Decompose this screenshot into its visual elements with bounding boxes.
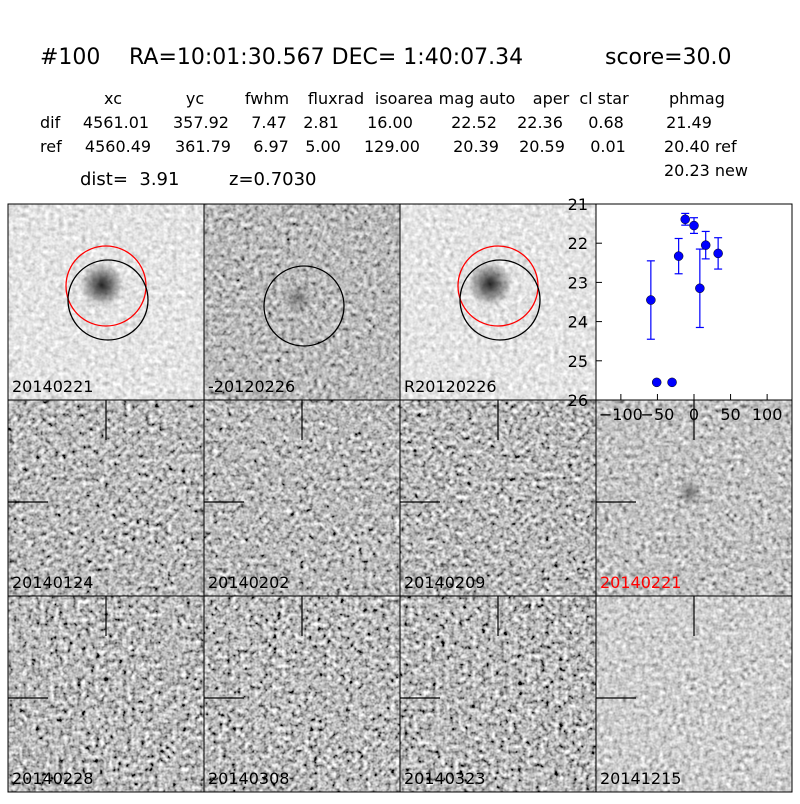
- data-point: [689, 220, 699, 231]
- stamp-frame: [595, 595, 793, 793]
- stamp-label: R20120226: [404, 377, 497, 396]
- x-tick-label: −50: [641, 405, 675, 424]
- table-cell: 22.52: [451, 113, 497, 132]
- stamp-label: 20141215: [600, 769, 681, 788]
- data-point: [700, 240, 711, 250]
- aperture-circle: [263, 265, 345, 347]
- table-cell: 20.59: [519, 137, 565, 156]
- table-cell: 21.49: [666, 113, 712, 132]
- stamp-label: 20140323: [404, 769, 485, 788]
- source-blob: [79, 262, 125, 308]
- stamp-label: 20140221: [600, 573, 681, 592]
- redshift: z=0.7030: [229, 169, 317, 190]
- stamp-label: 20140228: [12, 769, 93, 788]
- score: score=30.0: [605, 45, 732, 70]
- table-cell: 0.01: [590, 137, 626, 156]
- table-cell: 4560.49: [85, 137, 151, 156]
- aperture-circle: [67, 259, 149, 341]
- data-point: [680, 214, 690, 225]
- plot-frame: [595, 203, 793, 401]
- y-tick-label: 21: [568, 195, 588, 214]
- table-cell: 7.47: [251, 113, 287, 132]
- column-header: xc: [104, 89, 122, 108]
- candidate-id: #100: [40, 45, 100, 70]
- table-cell: 6.97: [253, 137, 289, 156]
- y-tick-label: 24: [568, 313, 588, 332]
- column-header: cl star: [579, 89, 629, 108]
- table-cell: 16.00: [367, 113, 413, 132]
- stamp-label: 20140124: [12, 573, 93, 592]
- data-point: [713, 248, 723, 259]
- table-cell: 0.68: [588, 113, 624, 132]
- column-header: fwhm: [245, 89, 289, 108]
- source-blob: [282, 282, 314, 314]
- data-point: [673, 251, 684, 261]
- column-header: yc: [186, 89, 204, 108]
- column-header: isoarea: [375, 89, 433, 108]
- data-point: [646, 295, 656, 305]
- table-cell: 22.36: [517, 113, 563, 132]
- column-header: mag auto: [439, 89, 516, 108]
- y-tick-label: 23: [568, 273, 588, 292]
- x-tick-label: 100: [752, 405, 783, 424]
- plot-background: [596, 204, 792, 400]
- stamp-label: 20140308: [208, 769, 289, 788]
- table-cell: 4561.01: [83, 113, 149, 132]
- x-tick-label: 0: [689, 405, 699, 424]
- x-tick-label: 50: [720, 405, 740, 424]
- column-header: phmag: [669, 89, 725, 108]
- data-point: [651, 377, 662, 388]
- column-header: fluxrad: [308, 89, 364, 108]
- y-tick-label: 25: [568, 352, 588, 371]
- stamp-label: -20120226: [208, 377, 295, 396]
- y-tick-label: 22: [568, 234, 588, 253]
- source-blob: [467, 261, 513, 307]
- table-cell: 357.92: [173, 113, 229, 132]
- table-cell: 2.81: [303, 113, 339, 132]
- table-cell: 129.00: [364, 137, 420, 156]
- aperture-circle: [459, 259, 541, 341]
- y-tick-label: 26: [568, 391, 588, 410]
- table-cell: 5.00: [305, 137, 341, 156]
- table-cell: 20.39: [453, 137, 499, 156]
- stamp-label: 20140202: [208, 573, 289, 592]
- coordinates: RA=10:01:30.567 DEC= 1:40:07.34: [129, 45, 523, 70]
- distance: dist= 3.91: [80, 169, 179, 190]
- data-point: [695, 283, 705, 294]
- table-cell: 20.40 ref: [664, 137, 737, 156]
- row-label: dif: [40, 113, 61, 132]
- row-label: ref: [40, 137, 62, 156]
- table-note: 20.23 new: [664, 161, 748, 180]
- table-cell: 361.79: [175, 137, 231, 156]
- source-blob: [677, 479, 703, 505]
- column-header: aper: [533, 89, 570, 108]
- stamp-label: 20140209: [404, 573, 485, 592]
- x-tick-label: −100: [599, 405, 643, 424]
- data-point: [667, 377, 677, 388]
- stamp-label: 20140221: [12, 377, 93, 396]
